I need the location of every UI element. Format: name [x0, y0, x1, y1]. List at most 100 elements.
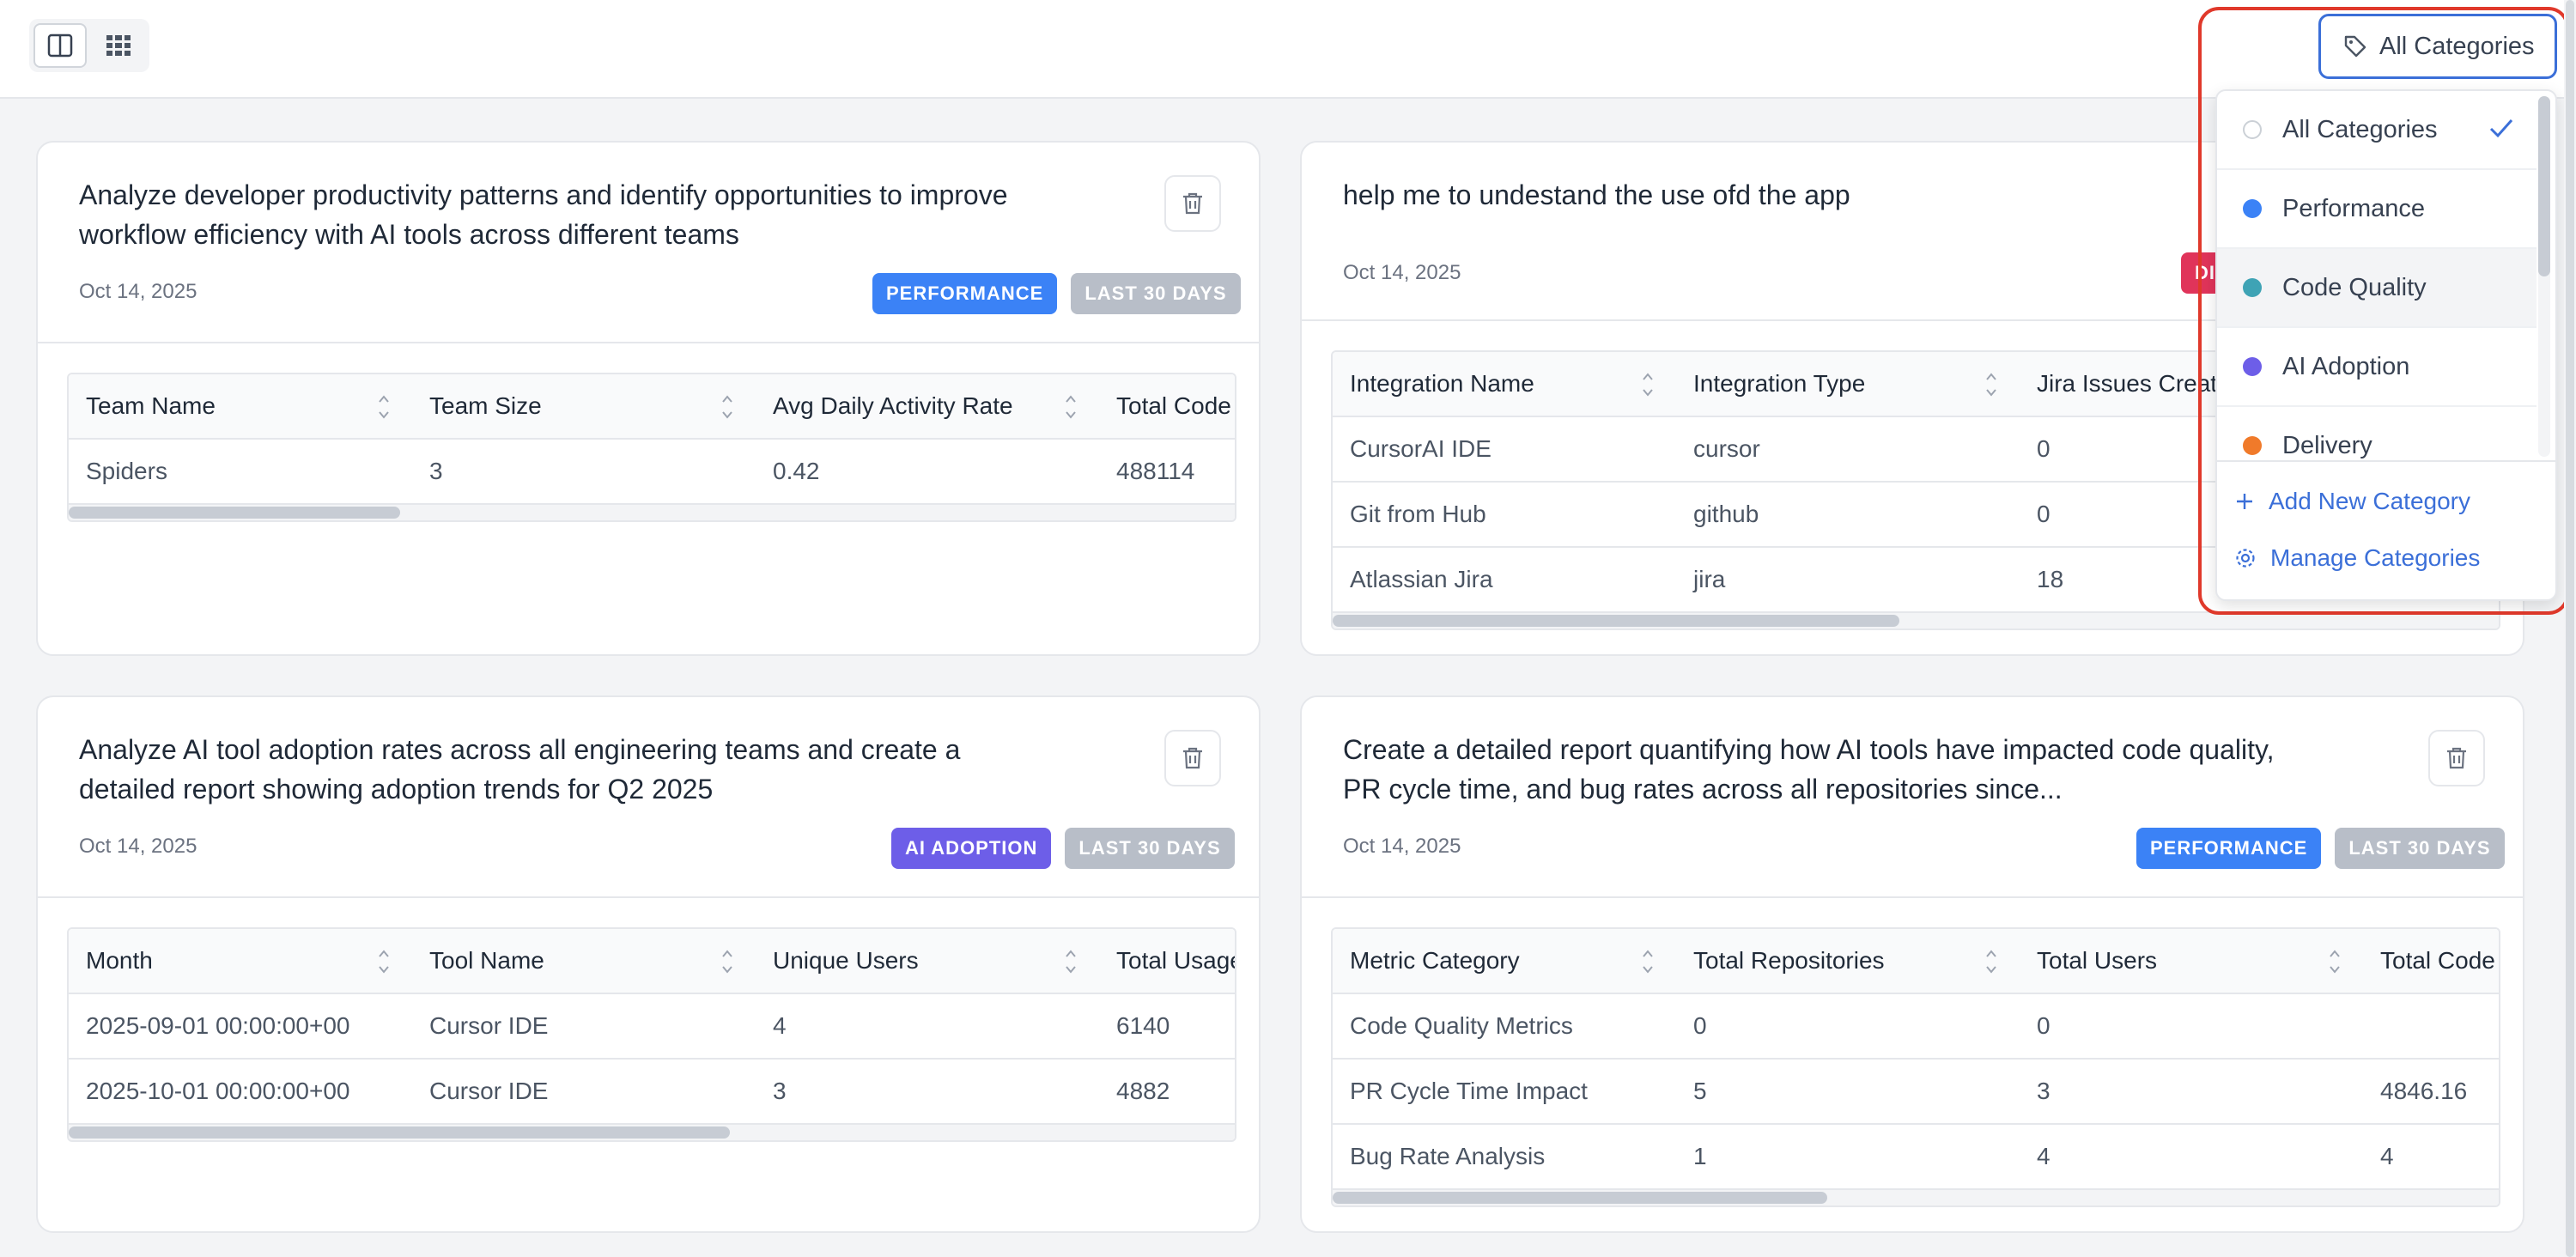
table-row: 2025-09-01 00:00:00+00 Cursor IDE 4 6140 [69, 994, 1235, 1060]
table-row: Bug Rate Analysis 1 4 4 [1333, 1125, 2499, 1190]
horizontal-scrollbar[interactable] [1333, 613, 2499, 628]
column-header[interactable]: Unique Users [756, 929, 1099, 993]
report-date: Oct 14, 2025 [1343, 835, 1461, 858]
page-scrollbar[interactable] [2564, 0, 2576, 1257]
table-cell: 5 [1693, 1078, 1707, 1104]
table-cell: 2025-10-01 00:00:00+00 [86, 1078, 350, 1104]
table-header-row: Month Tool Name Unique Users Total Usage [69, 929, 1235, 994]
add-category-button[interactable]: Add New Category [2234, 488, 2470, 515]
scrollbar-thumb[interactable] [1333, 1192, 1827, 1204]
horizontal-scrollbar[interactable] [69, 1125, 1235, 1140]
delete-button[interactable] [1164, 175, 1221, 232]
category-option-performance[interactable]: Performance [2217, 170, 2537, 249]
table-cell: 3 [2037, 1078, 2050, 1104]
scrollbar-thumb[interactable] [1333, 615, 1899, 627]
table-cell: 4 [2380, 1143, 2394, 1169]
category-option-label: AI Adoption [2282, 352, 2410, 380]
report-date: Oct 14, 2025 [1343, 261, 1461, 284]
column-header[interactable]: Integration Type [1676, 352, 2020, 416]
category-option-all[interactable]: All Categories [2217, 91, 2537, 170]
scrollbar-thumb[interactable] [2566, 0, 2574, 1257]
category-filter-button[interactable]: All Categories [2318, 14, 2557, 79]
sort-icon [379, 395, 389, 419]
table-cell: Spiders [86, 458, 167, 484]
manage-categories-button[interactable]: Manage Categories [2234, 544, 2480, 572]
sort-icon [379, 950, 389, 974]
sort-icon [1643, 373, 1653, 397]
category-list: All Categories Performance Code Quality … [2217, 91, 2537, 460]
table-cell: 0 [2037, 1012, 2050, 1039]
column-header[interactable]: Total Repositories [1676, 929, 2020, 993]
table-header-row: Team Name Team Size Avg Daily Activity R… [69, 374, 1235, 440]
category-dot [2243, 120, 2262, 139]
sort-icon [1066, 395, 1076, 419]
category-dot [2243, 357, 2262, 376]
report-date: Oct 14, 2025 [79, 280, 197, 303]
card-divider [1302, 319, 2523, 321]
column-header[interactable]: Team Name [69, 374, 412, 438]
category-dot [2243, 199, 2262, 218]
column-header[interactable]: Month [69, 929, 412, 993]
table-cell: Bug Rate Analysis [1350, 1143, 1546, 1169]
check-icon [2489, 119, 2513, 138]
category-option-ai-adoption[interactable]: AI Adoption [2217, 328, 2537, 407]
category-badge: PERFORMANCE [2136, 828, 2322, 869]
sort-icon [1066, 950, 1076, 974]
delete-button[interactable] [2428, 730, 2485, 786]
column-header[interactable]: Total Code [1116, 392, 1231, 419]
trash-icon [1183, 192, 1202, 215]
split-view-icon [47, 33, 73, 58]
tag-icon [2344, 35, 2366, 58]
manage-categories-label: Manage Categories [2270, 544, 2481, 571]
delete-button[interactable] [1164, 730, 1221, 786]
column-header[interactable]: Integration Name [1333, 352, 1676, 416]
table-row: Atlassian Jira jira 18 [1333, 548, 2499, 613]
dropdown-scrollbar[interactable] [2538, 96, 2550, 457]
column-header[interactable]: Metric Category [1333, 929, 1676, 993]
category-filter-label: All Categories [2379, 32, 2535, 60]
column-header[interactable]: Team Size [412, 374, 756, 438]
report-title: Analyze AI tool adoption rates across al… [79, 734, 961, 805]
column-header[interactable]: Total Users [2020, 929, 2363, 993]
category-dropdown: All Categories Performance Code Quality … [2215, 89, 2557, 601]
date-range-badge: LAST 30 DAYS [1065, 828, 1235, 869]
horizontal-scrollbar[interactable] [69, 505, 1235, 520]
scrollbar-thumb[interactable] [2538, 96, 2550, 276]
column-header[interactable]: Total Code [2380, 947, 2495, 974]
column-header[interactable]: Total Usage [1116, 947, 1236, 974]
category-option-delivery[interactable]: Delivery [2217, 407, 2537, 460]
column-header[interactable]: Tool Name [412, 929, 756, 993]
card-divider [38, 342, 1259, 343]
table-row: 2025-10-01 00:00:00+00 Cursor IDE 3 4882 [69, 1060, 1235, 1125]
split-view-button[interactable] [33, 23, 87, 68]
report-date: Oct 14, 2025 [79, 835, 197, 858]
grid-view-button[interactable] [92, 23, 145, 68]
category-badge: AI ADOPTION [891, 828, 1052, 869]
trash-icon [1183, 747, 1202, 769]
category-option-code-quality[interactable]: Code Quality [2217, 249, 2537, 328]
category-option-label: Code Quality [2282, 273, 2427, 301]
table-cell: 1 [1693, 1143, 1707, 1169]
column-header[interactable]: Avg Daily Activity Rate [756, 374, 1099, 438]
scrollbar-thumb[interactable] [69, 507, 400, 519]
view-toggle [29, 19, 149, 72]
scrollbar-thumb[interactable] [69, 1126, 730, 1139]
trash-icon [2447, 747, 2466, 769]
table-cell: 18 [2037, 566, 2064, 592]
category-dot [2243, 436, 2262, 455]
results-table: Month Tool Name Unique Users Total Usage… [67, 927, 1236, 1142]
dropdown-footer: Add New Category Manage Categories [2217, 460, 2555, 599]
sort-icon [722, 950, 732, 974]
date-range-badge: LAST 30 DAYS [1071, 273, 1241, 314]
table-cell: 3 [773, 1078, 787, 1104]
horizontal-scrollbar[interactable] [1333, 1190, 2499, 1205]
table-cell: 6140 [1116, 1012, 1170, 1039]
add-category-label: Add New Category [2269, 488, 2471, 514]
table-cell [2363, 994, 2499, 1058]
report-card: Analyze developer productivity patterns … [36, 141, 1261, 656]
category-dot [2243, 278, 2262, 297]
table-cell: 4882 [1116, 1078, 1170, 1104]
report-card: Analyze AI tool adoption rates across al… [36, 695, 1261, 1233]
table-cell: 0 [1693, 1012, 1707, 1039]
table-cell: github [1693, 501, 1759, 527]
